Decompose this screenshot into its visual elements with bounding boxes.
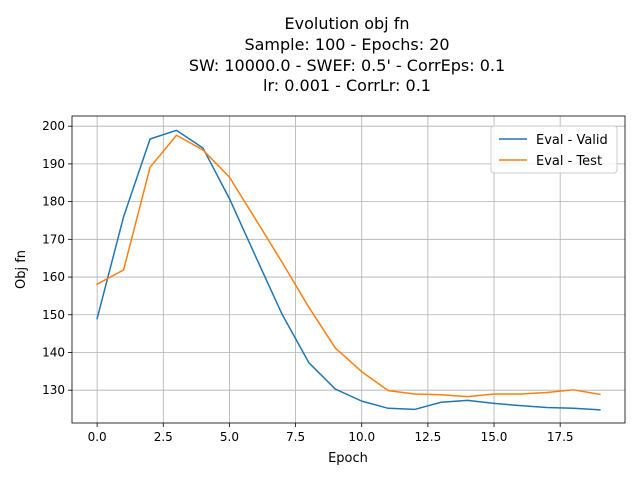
x-tick-label: 15.0	[481, 430, 508, 444]
legend: Eval - Valid Eval - Test	[490, 125, 618, 174]
y-tick-label: 180	[42, 195, 65, 209]
y-tick-label: 190	[42, 157, 65, 171]
title-line-3: SW: 10000.0 - SWEF: 0.5' - CorrEps: 0.1	[189, 56, 505, 75]
legend-box	[490, 125, 618, 174]
y-tick-label: 130	[42, 383, 65, 397]
x-tick-label: 5.0	[220, 430, 239, 444]
plot-series	[96, 129, 601, 411]
x-tick-label: 0.0	[88, 430, 107, 444]
x-tick-label: 10.0	[348, 430, 375, 444]
series-line-eval-valid	[96, 129, 601, 411]
x-tick-label: 17.5	[547, 430, 574, 444]
legend-label-eval-valid: Eval - Valid	[536, 133, 608, 148]
plot-frame	[71, 115, 626, 424]
x-tick-label: 2.5	[154, 430, 173, 444]
y-tick-label: 150	[42, 308, 65, 322]
y-axis-ticks: 130 140 150 160 170 180 190 200	[42, 119, 72, 397]
y-tick-label: 170	[42, 232, 65, 246]
y-tick-label: 160	[42, 270, 65, 284]
chart-title: Evolution obj fn Sample: 100 - Epochs: 2…	[189, 14, 505, 95]
x-axis-ticks: 0.0 2.5 5.0 7.5 10.0 12.5 15.0 17.5	[88, 423, 574, 444]
x-tick-label: 7.5	[286, 430, 305, 444]
legend-label-eval-test: Eval - Test	[536, 154, 602, 169]
x-axis-label: Epoch	[328, 451, 368, 466]
y-tick-label: 140	[42, 345, 65, 359]
x-tick-label: 12.5	[415, 430, 442, 444]
y-axis-label: Obj fn	[14, 250, 29, 289]
title-line-2: Sample: 100 - Epochs: 20	[244, 35, 449, 54]
y-tick-label: 200	[42, 119, 65, 133]
series-line-eval-test	[96, 134, 601, 398]
title-line-4: lr: 0.001 - CorrLr: 0.1	[263, 76, 431, 95]
title-line-1: Evolution obj fn	[285, 14, 410, 33]
